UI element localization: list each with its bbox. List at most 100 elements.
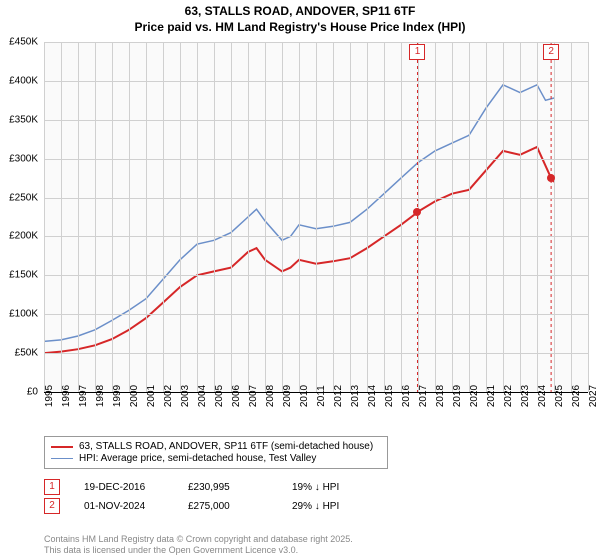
chart: 12 £0£50K£100K£150K£200K£250K£300K£350K£… (44, 42, 588, 414)
gridline-v (146, 42, 147, 392)
sale-dot (547, 174, 555, 182)
gridline-v (350, 42, 351, 392)
x-axis-label: 2011 (316, 385, 327, 407)
sale-date: 01-NOV-2024 (84, 501, 164, 512)
gridline-v (265, 42, 266, 392)
x-axis-label: 2026 (571, 385, 582, 407)
x-axis-label: 2025 (554, 385, 565, 407)
gridline-v (197, 42, 198, 392)
x-axis-label: 2007 (248, 385, 259, 407)
sale-row-marker: 2 (44, 498, 60, 514)
x-axis-label: 1997 (78, 385, 89, 407)
footer-line-2: This data is licensed under the Open Gov… (44, 545, 353, 556)
legend-item: 63, STALLS ROAD, ANDOVER, SP11 6TF (semi… (51, 441, 381, 452)
title-line-1: 63, STALLS ROAD, ANDOVER, SP11 6TF (0, 4, 600, 20)
x-axis-label: 2019 (452, 385, 463, 407)
title-line-2: Price paid vs. HM Land Registry's House … (0, 20, 600, 36)
x-axis-label: 1998 (95, 385, 106, 407)
sales-row: 119-DEC-2016£230,99519% ↓ HPI (44, 479, 372, 495)
x-axis-label: 2015 (384, 385, 395, 407)
gridline-v (44, 42, 45, 392)
gridline-v (452, 42, 453, 392)
gridline-v (418, 42, 419, 392)
gridline-v (112, 42, 113, 392)
gridline-v (282, 42, 283, 392)
sale-price: £230,995 (188, 482, 268, 493)
gridline-v (129, 42, 130, 392)
gridline-v (248, 42, 249, 392)
gridline-v (316, 42, 317, 392)
sale-marker-2: 2 (543, 44, 559, 60)
x-axis-label: 2010 (299, 385, 310, 407)
x-axis-label: 2001 (146, 385, 157, 407)
gridline-v (299, 42, 300, 392)
gridline-v (78, 42, 79, 392)
x-axis-label: 2014 (367, 385, 378, 407)
y-axis-label: £450K (0, 37, 38, 48)
gridline-v (554, 42, 555, 392)
x-axis-label: 2017 (418, 385, 429, 407)
y-axis-label: £200K (0, 231, 38, 242)
x-axis-label: 2023 (520, 385, 531, 407)
gridline-v (333, 42, 334, 392)
sale-dot (413, 208, 421, 216)
footer-attribution: Contains HM Land Registry data © Crown c… (44, 534, 353, 556)
sale-row-marker: 1 (44, 479, 60, 495)
y-axis-label: £150K (0, 270, 38, 281)
sale-vs-hpi: 19% ↓ HPI (292, 482, 372, 493)
legend: 63, STALLS ROAD, ANDOVER, SP11 6TF (semi… (44, 436, 388, 469)
gridline-v (384, 42, 385, 392)
x-axis-label: 2003 (180, 385, 191, 407)
gridline-v (401, 42, 402, 392)
x-axis-label: 1996 (61, 385, 72, 407)
sale-vs-hpi: 29% ↓ HPI (292, 501, 372, 512)
x-axis-label: 2021 (486, 385, 497, 407)
legend-swatch (51, 446, 73, 448)
y-axis-label: £250K (0, 192, 38, 203)
gridline-v (571, 42, 572, 392)
x-axis-label: 2004 (197, 385, 208, 407)
legend-label: HPI: Average price, semi-detached house,… (79, 453, 316, 464)
plot-area: 12 (44, 42, 588, 393)
sales-table: 119-DEC-2016£230,99519% ↓ HPI201-NOV-202… (44, 476, 372, 517)
x-axis-label: 2006 (231, 385, 242, 407)
sales-row: 2 01-NOV-2024 £275,000 29% ↓ HPI (44, 498, 372, 514)
y-axis-label: £50K (0, 348, 38, 359)
chart-title: 63, STALLS ROAD, ANDOVER, SP11 6TF Price… (0, 0, 600, 35)
x-axis-label: 2000 (129, 385, 140, 407)
legend-item: HPI: Average price, semi-detached house,… (51, 453, 381, 464)
gridline-v (95, 42, 96, 392)
gridline-v (537, 42, 538, 392)
x-axis-label: 2012 (333, 385, 344, 407)
legend-label: 63, STALLS ROAD, ANDOVER, SP11 6TF (semi… (79, 441, 373, 452)
x-axis-label: 1995 (44, 385, 55, 407)
gridline-v (503, 42, 504, 392)
gridline-v (367, 42, 368, 392)
x-axis-label: 2024 (537, 385, 548, 407)
gridline-v (214, 42, 215, 392)
x-axis-label: 2009 (282, 385, 293, 407)
y-axis-label: £100K (0, 309, 38, 320)
gridline-v (163, 42, 164, 392)
sale-price: £275,000 (188, 501, 268, 512)
y-axis-label: £0 (0, 387, 38, 398)
legend-swatch (51, 458, 73, 460)
gridline-v (180, 42, 181, 392)
gridline-v (486, 42, 487, 392)
gridline-v (435, 42, 436, 392)
x-axis-label: 1999 (112, 385, 123, 407)
x-axis-label: 2020 (469, 385, 480, 407)
x-axis-label: 2018 (435, 385, 446, 407)
x-axis-label: 2005 (214, 385, 225, 407)
gridline-v (588, 42, 589, 392)
y-axis-label: £400K (0, 75, 38, 86)
x-axis-label: 2002 (163, 385, 174, 407)
x-axis-label: 2013 (350, 385, 361, 407)
x-axis-label: 2027 (588, 385, 599, 407)
y-axis-label: £350K (0, 114, 38, 125)
footer-line-1: Contains HM Land Registry data © Crown c… (44, 534, 353, 545)
x-axis-label: 2016 (401, 385, 412, 407)
gridline-v (469, 42, 470, 392)
gridline-v (231, 42, 232, 392)
x-axis-label: 2008 (265, 385, 276, 407)
